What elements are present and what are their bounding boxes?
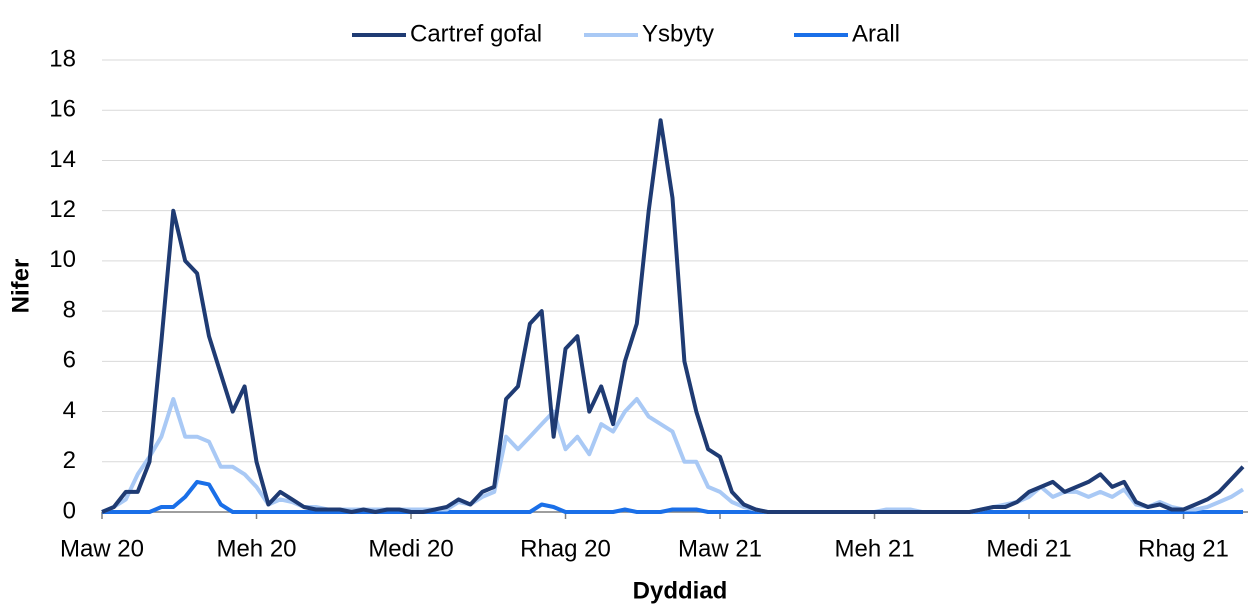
y-tick-label: 2 [63, 447, 76, 474]
y-tick-label: 0 [63, 497, 76, 524]
x-tick-label: Medi 20 [368, 535, 453, 562]
x-tick-label: Rhag 21 [1138, 535, 1229, 562]
series-line [101, 397, 1245, 514]
x-tick-label: Meh 20 [216, 535, 296, 562]
legend-label: Ysbyty [642, 20, 714, 47]
legend-label: Arall [852, 20, 900, 47]
y-tick-label: 14 [49, 146, 76, 173]
y-axis-title: Nifer [7, 259, 34, 314]
series-line [102, 479, 1243, 514]
x-tick-label: Rhag 20 [520, 535, 611, 562]
x-tick-label: Maw 20 [60, 535, 144, 562]
legend-label: Cartref gofal [410, 20, 542, 47]
y-tick-label: 10 [49, 246, 76, 273]
y-tick-label: 4 [63, 397, 76, 424]
y-tick-label: 6 [63, 347, 76, 374]
y-tick-label: 12 [49, 196, 76, 223]
y-tick-label: 8 [63, 296, 76, 323]
x-tick-label: Medi 21 [986, 535, 1071, 562]
x-tick-label: Maw 21 [678, 535, 762, 562]
x-tick-label: Meh 21 [834, 535, 914, 562]
y-tick-label: 16 [49, 96, 76, 123]
series-line [101, 118, 1245, 514]
x-axis-title: Dyddiad [633, 577, 728, 604]
y-tick-label: 18 [49, 45, 76, 72]
